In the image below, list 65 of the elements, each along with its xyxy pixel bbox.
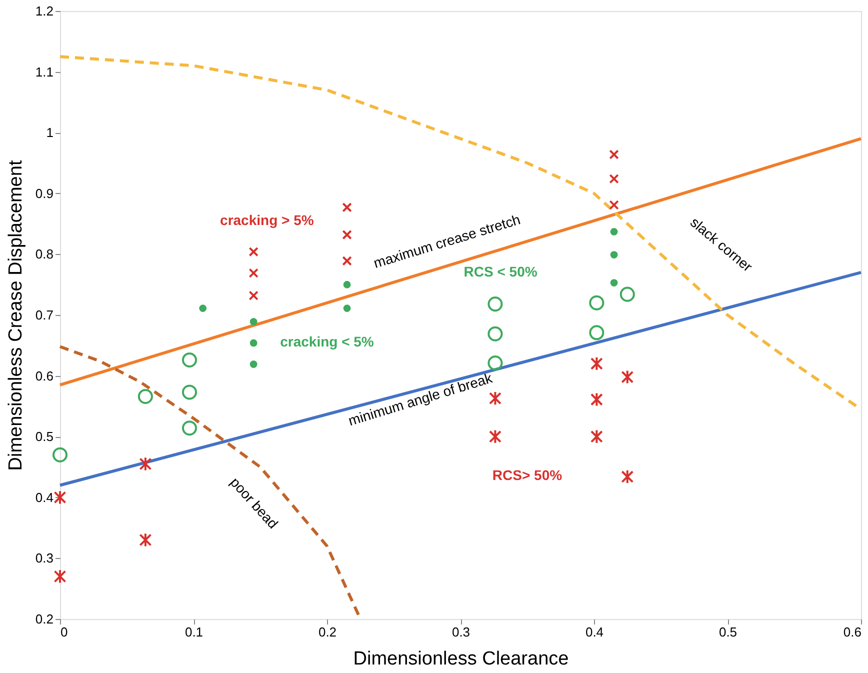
point [610,228,618,236]
point [248,268,258,278]
x-tick-label: 0.2 [318,624,337,640]
point [182,420,198,436]
point [488,391,502,406]
point [138,388,153,404]
annotation: cracking > 5% [220,212,314,228]
annotation: minimum angle of break [346,369,495,429]
point [621,370,634,384]
point [139,456,152,472]
point [342,230,352,240]
point [609,200,619,210]
point [620,286,635,302]
point [590,392,603,407]
point [488,326,503,342]
y-tick-label: 1.2 [35,4,54,18]
y-tick-label: 0.9 [35,186,54,201]
x-tick-label: 0.6 [843,624,862,640]
y-tick-label: 0.4 [35,490,54,505]
point [343,280,351,288]
x-tick-label: 0 [60,624,68,640]
point [590,356,603,371]
point [248,246,258,257]
point [199,304,207,312]
point [54,569,66,584]
point [610,279,618,286]
y-axis-title: Dimensionless Crease Displacement [5,160,26,471]
x-tick-label: 0.3 [452,624,470,640]
point [609,150,619,160]
point [248,290,258,300]
x-tick-label: 0.1 [184,624,204,640]
annotation: RCS < 50% [464,263,538,280]
point [488,429,502,444]
point [621,469,634,484]
y-tick-label: 0.6 [35,368,54,384]
point [182,384,198,400]
x-tick-label: 0.4 [585,624,604,640]
y-tick-label: 1 [46,125,54,140]
x-tick-label: 0.5 [718,624,738,640]
point [139,532,152,548]
annotation: cracking < 5% [280,333,374,350]
point [590,429,603,444]
point [488,356,503,371]
point [609,174,619,184]
y-tick-label: 0.3 [35,550,54,566]
y-tick-label: 1.1 [35,64,54,80]
point [250,339,258,347]
point [342,202,352,212]
y-tick-label: 0.7 [35,308,54,322]
annotation: RCS> 50% [492,467,563,484]
y-tick-label: 0.8 [35,246,54,262]
point [250,360,258,368]
point [54,490,66,505]
point [488,296,503,312]
point [343,304,351,312]
point [250,318,258,326]
point [342,256,352,266]
point [610,251,618,259]
y-tick-label: 0.5 [35,429,54,444]
point [589,295,604,310]
point [589,325,604,340]
x-axis-title: Dimensionless Clearance [353,648,569,670]
point [52,447,68,462]
y-tick-label: 0.2 [35,612,54,626]
point [182,352,198,368]
